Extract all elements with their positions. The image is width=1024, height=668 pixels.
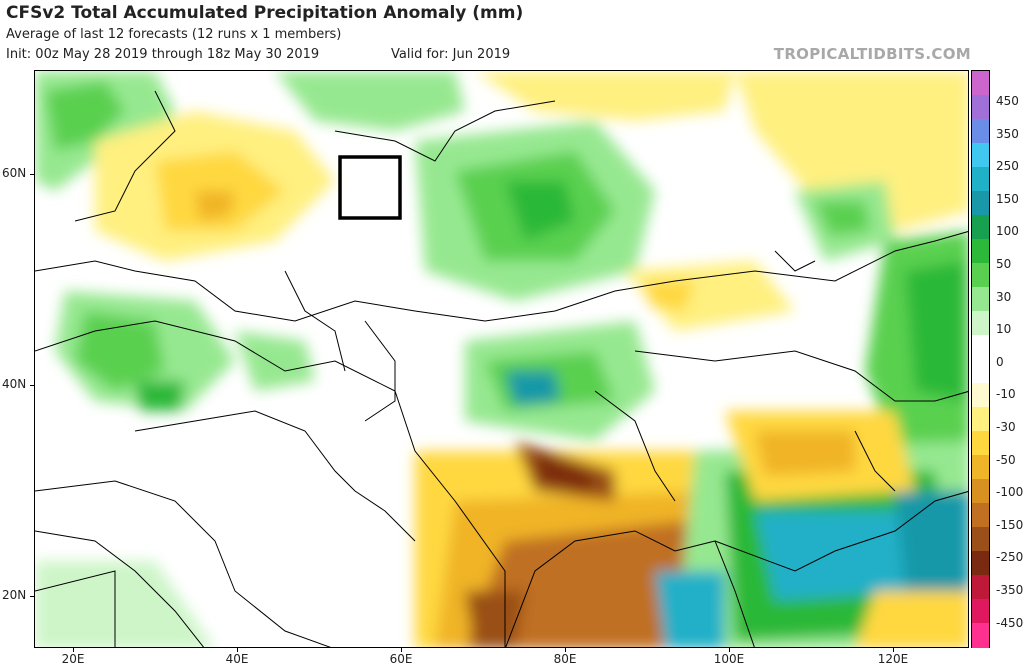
colorbar-label: -450 [996, 615, 1024, 630]
lon-label-20e: 20E [61, 652, 85, 666]
colorbar-swatch [972, 599, 989, 624]
colorbar-swatch [972, 95, 989, 120]
colorbar-swatch [972, 335, 989, 360]
colorbar-label: -350 [996, 583, 1024, 597]
lat-label-20n: 20N [2, 588, 27, 602]
lon-tick [237, 648, 238, 652]
lat-tick [30, 385, 34, 386]
colorbar-swatch [972, 359, 989, 384]
lat-tick [30, 174, 34, 175]
lon-label-120e: 120E [877, 652, 909, 666]
colorbar-swatch [972, 551, 989, 576]
colorbar-swatch [972, 71, 989, 96]
colorbar-swatch [972, 263, 989, 288]
highlight-box [338, 155, 402, 220]
colorbar-label: 30 [996, 289, 1012, 304]
colorbar-swatch [972, 431, 989, 456]
map-canvas [35, 71, 968, 647]
brand-watermark: TROPICALTIDBITS.COM [773, 45, 971, 63]
colorbar-label: -150 [996, 517, 1024, 532]
precip-anomaly-map [34, 70, 969, 648]
colorbar-swatch [972, 143, 989, 168]
init-time: Init: 00z May 28 2019 through 18z May 30… [6, 47, 320, 62]
colorbar-swatch [972, 527, 989, 552]
lon-tick [73, 648, 74, 652]
colorbar-label: 10 [996, 322, 1012, 337]
colorbar-label: -50 [996, 452, 1016, 467]
colorbar [971, 70, 990, 648]
lon-label-60e: 60E [389, 652, 413, 666]
map-subtitle: Average of last 12 forecasts (12 runs x … [6, 27, 342, 42]
colorbar-label: 50 [996, 257, 1012, 271]
coastlines [35, 90, 968, 647]
colorbar-label: 250 [996, 159, 1019, 174]
colorbar-swatch [972, 239, 989, 264]
lon-tick [893, 648, 894, 652]
valid-period: Valid for: Jun 2019 [391, 47, 511, 62]
colorbar-swatch [972, 311, 989, 336]
lat-label-40n: 40N [2, 377, 27, 391]
colorbar-swatch [972, 455, 989, 480]
colorbar-label: 450 [996, 94, 1019, 108]
colorbar-label: -100 [996, 485, 1024, 500]
colorbar-label: -30 [996, 420, 1016, 434]
colorbar-label: -10 [996, 387, 1016, 402]
colorbar-label: 100 [996, 224, 1019, 239]
colorbar-label: 350 [996, 126, 1019, 141]
colorbar-swatch [972, 623, 989, 648]
colorbar-label: 150 [996, 191, 1019, 206]
colorbar-swatch [972, 575, 989, 600]
lon-label-40e: 40E [225, 652, 249, 666]
colorbar-swatch [972, 503, 989, 528]
anomaly-field [35, 71, 968, 647]
colorbar-swatch [972, 167, 989, 192]
colorbar-label: 0 [996, 354, 1004, 369]
lon-tick [729, 648, 730, 652]
colorbar-swatch [972, 119, 989, 144]
colorbar-swatch [972, 479, 989, 504]
colorbar-swatch [972, 215, 989, 240]
colorbar-swatch [972, 287, 989, 312]
lon-label-80e: 80E [553, 652, 577, 666]
colorbar-swatch [972, 383, 989, 408]
map-title: CFSv2 Total Accumulated Precipitation An… [6, 3, 524, 23]
colorbar-swatch [972, 191, 989, 216]
lon-tick [565, 648, 566, 652]
colorbar-swatch [972, 407, 989, 432]
colorbar-label: -250 [996, 550, 1024, 565]
lat-label-60n: 60N [2, 166, 27, 180]
lon-label-100e: 100E [713, 652, 745, 666]
lat-tick [30, 596, 34, 597]
lon-tick [401, 648, 402, 652]
